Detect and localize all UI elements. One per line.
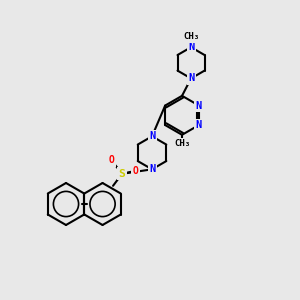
Text: N: N: [196, 120, 202, 130]
Text: N: N: [188, 74, 194, 83]
Text: N: N: [196, 100, 202, 111]
Text: O: O: [133, 166, 139, 176]
Text: CH₃: CH₃: [174, 139, 190, 148]
Text: N: N: [149, 131, 155, 141]
Text: CH₃: CH₃: [183, 32, 199, 41]
Text: N: N: [188, 42, 194, 52]
Text: S: S: [119, 169, 125, 179]
Text: O: O: [109, 155, 115, 165]
Text: N: N: [149, 164, 155, 174]
